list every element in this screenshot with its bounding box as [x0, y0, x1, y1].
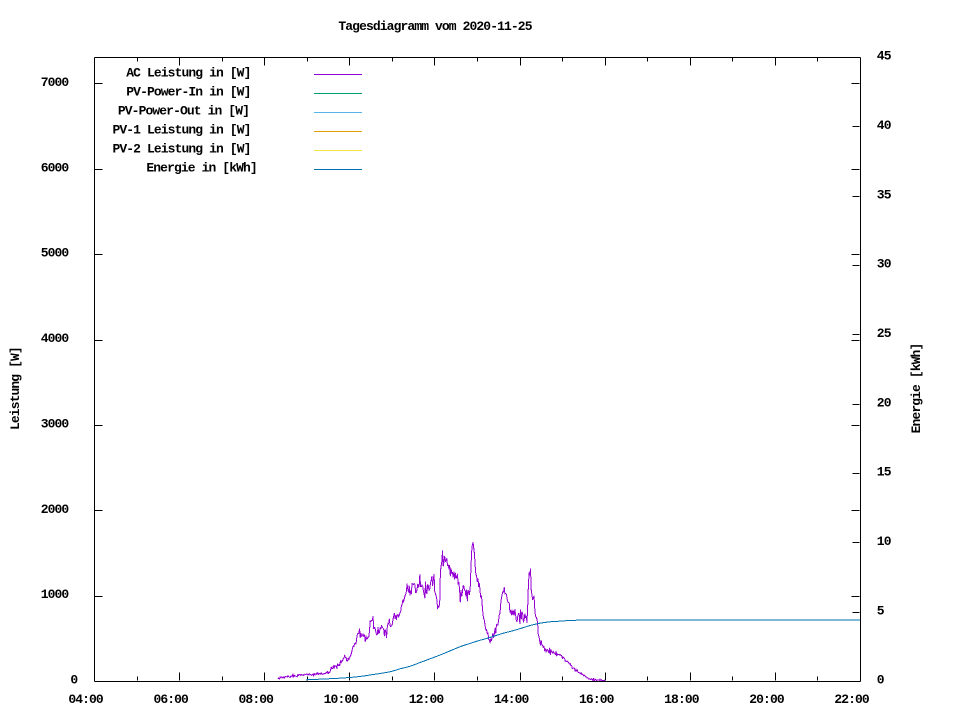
svg-text:20: 20	[877, 395, 892, 410]
svg-text:04:00: 04:00	[68, 692, 104, 707]
svg-text:10:00: 10:00	[324, 692, 360, 707]
svg-text:7000: 7000	[41, 75, 70, 90]
svg-text:PV-Power-Out in [W]: PV-Power-Out in [W]	[118, 104, 249, 119]
svg-text:08:00: 08:00	[239, 692, 275, 707]
svg-text:PV-2 Leistung in [W]: PV-2 Leistung in [W]	[112, 142, 250, 157]
svg-text:12:00: 12:00	[409, 692, 445, 707]
svg-text:30: 30	[877, 257, 892, 272]
svg-text:5000: 5000	[41, 246, 70, 261]
svg-text:2000: 2000	[41, 502, 70, 517]
svg-text:1000: 1000	[41, 587, 70, 602]
svg-text:Tagesdiagramm vom 2020-11-25: Tagesdiagramm vom 2020-11-25	[338, 19, 532, 34]
svg-text:35: 35	[877, 187, 892, 202]
svg-text:20:00: 20:00	[749, 692, 785, 707]
svg-text:Leistung [W]: Leistung [W]	[8, 347, 23, 430]
svg-text:AC Leistung in [W]: AC Leistung in [W]	[126, 66, 250, 81]
svg-text:6000: 6000	[41, 160, 70, 175]
svg-text:Energie [kWh]: Energie [kWh]	[909, 344, 924, 434]
svg-text:25: 25	[877, 326, 892, 341]
svg-text:PV-Power-In in [W]: PV-Power-In in [W]	[126, 85, 250, 100]
svg-text:14:00: 14:00	[494, 692, 530, 707]
svg-text:10: 10	[877, 534, 892, 549]
svg-text:15: 15	[877, 465, 892, 480]
svg-text:0: 0	[877, 673, 885, 688]
svg-text:Energie in [kWh]: Energie in [kWh]	[146, 161, 256, 176]
svg-text:5: 5	[877, 603, 885, 618]
svg-text:22:00: 22:00	[834, 692, 870, 707]
svg-text:45: 45	[877, 49, 892, 64]
svg-text:16:00: 16:00	[579, 692, 615, 707]
svg-text:PV-1 Leistung in [W]: PV-1 Leistung in [W]	[112, 123, 250, 138]
svg-text:0: 0	[70, 673, 78, 688]
svg-text:4000: 4000	[41, 331, 70, 346]
svg-text:18:00: 18:00	[664, 692, 700, 707]
svg-text:40: 40	[877, 118, 892, 133]
svg-text:3000: 3000	[41, 417, 70, 432]
svg-text:06:00: 06:00	[153, 692, 189, 707]
